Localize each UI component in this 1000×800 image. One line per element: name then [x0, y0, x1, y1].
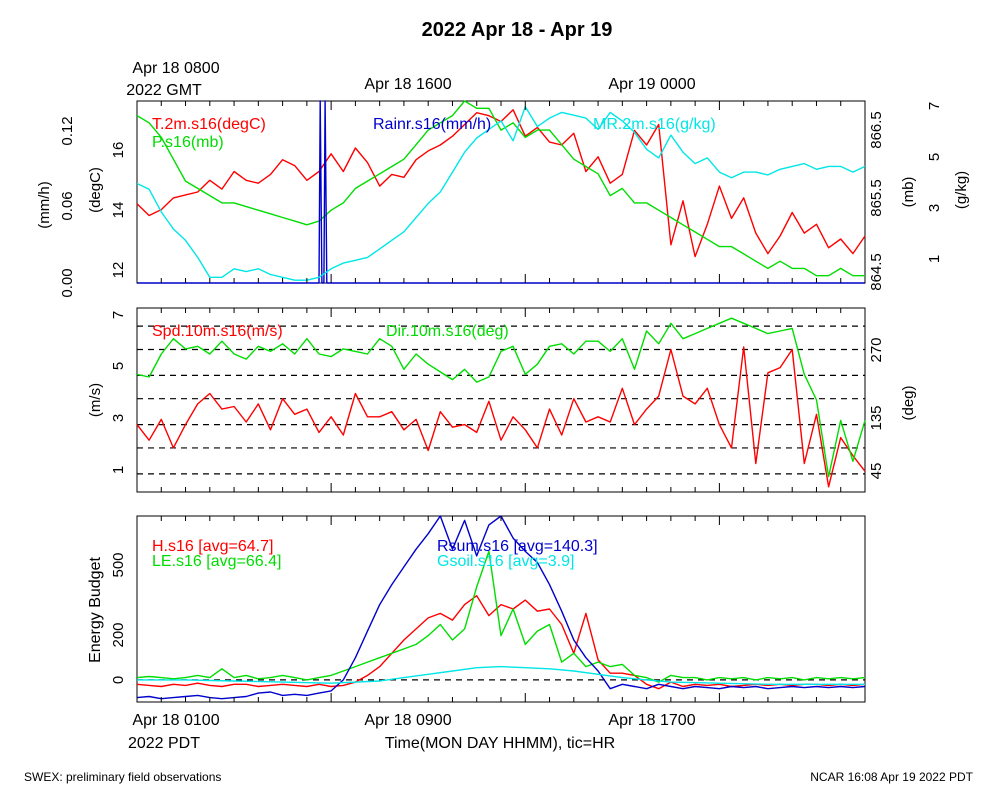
met-legend-rain: Rainr.s16(mm/h) [373, 116, 491, 133]
met-legend-pressure: P.s16(mb) [152, 134, 224, 151]
temp-tick-1: 14 [110, 202, 127, 219]
met-axis-pressure-ticks: 864.5 865.5 866.5 (mb) [868, 111, 917, 291]
footer-right: NCAR 16:08 Apr 19 2022 PDT [810, 770, 973, 784]
speed-tick-1: 3 [110, 414, 127, 422]
mixing-tick-0: 1 [926, 255, 943, 263]
pressure-tick-1: 865.5 [868, 179, 885, 217]
energy-panel: H.s16 [avg=64.7] LE.s16 [avg=66.4] Rsum.… [87, 515, 866, 703]
x-tick-marks [136, 101, 866, 702]
chart-title: 2022 Apr 18 - Apr 19 [422, 19, 613, 41]
rain-axis-label: (mm/h) [36, 181, 53, 229]
direction-tick-0: 45 [868, 463, 885, 480]
wind-legend-speed: Spd.10m.s16(m/s) [152, 323, 283, 340]
pressure-axis-label: (mb) [900, 177, 917, 208]
mixing-axis-label: (g/kg) [953, 171, 970, 209]
top-axis-label-2: Apr 19 0000 [608, 76, 695, 93]
series-line-rainr [137, 100, 865, 284]
series-line-p [136, 100, 865, 277]
direction-tick-2: 270 [868, 337, 885, 362]
energy-axis-ticks: 0 200 500 Energy Budget [87, 552, 127, 684]
wind-axis-direction-ticks: 45 135 270 (deg) [868, 337, 917, 479]
energy-tick-0: 0 [110, 676, 127, 684]
met-legend-temp: T.2m.s16(degC) [152, 116, 266, 133]
bottom-axis-label-0: Apr 18 0100 [132, 712, 219, 729]
series-line-gsoil [137, 665, 865, 685]
series-line-le [136, 550, 866, 683]
speed-tick-2: 5 [110, 362, 127, 370]
speed-axis-label: (m/s) [87, 383, 104, 417]
series-line-spd [136, 346, 866, 488]
mixing-tick-2: 5 [926, 153, 943, 161]
met-axis-temp-ticks: 12 14 16 (degC) [87, 142, 127, 279]
mixing-tick-1: 3 [926, 204, 943, 212]
rain-tick-2: 0.12 [59, 116, 76, 145]
series-line-h [136, 595, 866, 690]
temp-axis-label: (degC) [87, 167, 104, 213]
top-axis-label-1: Apr 18 1600 [364, 76, 451, 93]
rain-tick-0: 0.00 [59, 268, 76, 297]
speed-tick-3: 7 [110, 311, 127, 319]
series-line-mr [136, 105, 866, 281]
energy-tick-2: 500 [110, 552, 127, 577]
bottom-axis-label-2: Apr 18 1700 [608, 712, 695, 729]
footer-left: SWEX: preliminary field observations [24, 770, 221, 784]
direction-tick-1: 135 [868, 405, 885, 430]
energy-legend-le: LE.s16 [avg=66.4] [152, 553, 281, 570]
energy-legend-rsum: Rsum.s16 [avg=140.3] [437, 538, 598, 555]
series-line-dir [136, 317, 866, 478]
energy-tick-1: 200 [110, 622, 127, 647]
temp-tick-2: 16 [110, 142, 127, 159]
direction-axis-label: (deg) [900, 385, 917, 420]
energy-legend-gsoil: Gsoil.s16 [avg=3.9] [437, 553, 574, 570]
pressure-tick-2: 866.5 [868, 111, 885, 149]
bottom-axis-label-1: Apr 18 0900 [364, 712, 451, 729]
temp-tick-0: 12 [110, 262, 127, 279]
bottom-axis-sublabel: 2022 PDT [128, 735, 200, 752]
wind-legend-direction: Dir.10m.s16(deg) [386, 323, 509, 340]
speed-tick-0: 1 [110, 466, 127, 474]
wind-panel: Spd.10m.s16(m/s) Dir.10m.s16(deg) 1 3 5 … [87, 307, 917, 493]
met-axis-mixing-ticks: 1 3 5 7 (g/kg) [926, 102, 970, 263]
met-axis-rain-ticks: 0.00 0.06 0.12 (mm/h) [36, 116, 76, 297]
top-axis-label-0: Apr 18 0800 [132, 60, 219, 77]
met-panel: T.2m.s16(degC) P.s16(mb) Rainr.s16(mm/h)… [36, 100, 970, 298]
met-legend-mixing-ratio: MR.2m.s16(g/kg) [593, 116, 716, 133]
energy-legend-h: H.s16 [avg=64.7] [152, 538, 273, 555]
rain-tick-1: 0.06 [59, 191, 76, 220]
mixing-tick-3: 7 [926, 102, 943, 110]
energy-axis-label: Energy Budget [87, 557, 104, 663]
pressure-tick-0: 864.5 [868, 253, 885, 291]
x-axis-title: Time(MON DAY HHMM), tic=HR [385, 735, 615, 752]
wind-axis-speed-ticks: 1 3 5 7 (m/s) [87, 311, 127, 474]
top-axis-sublabel: 2022 GMT [126, 82, 202, 99]
